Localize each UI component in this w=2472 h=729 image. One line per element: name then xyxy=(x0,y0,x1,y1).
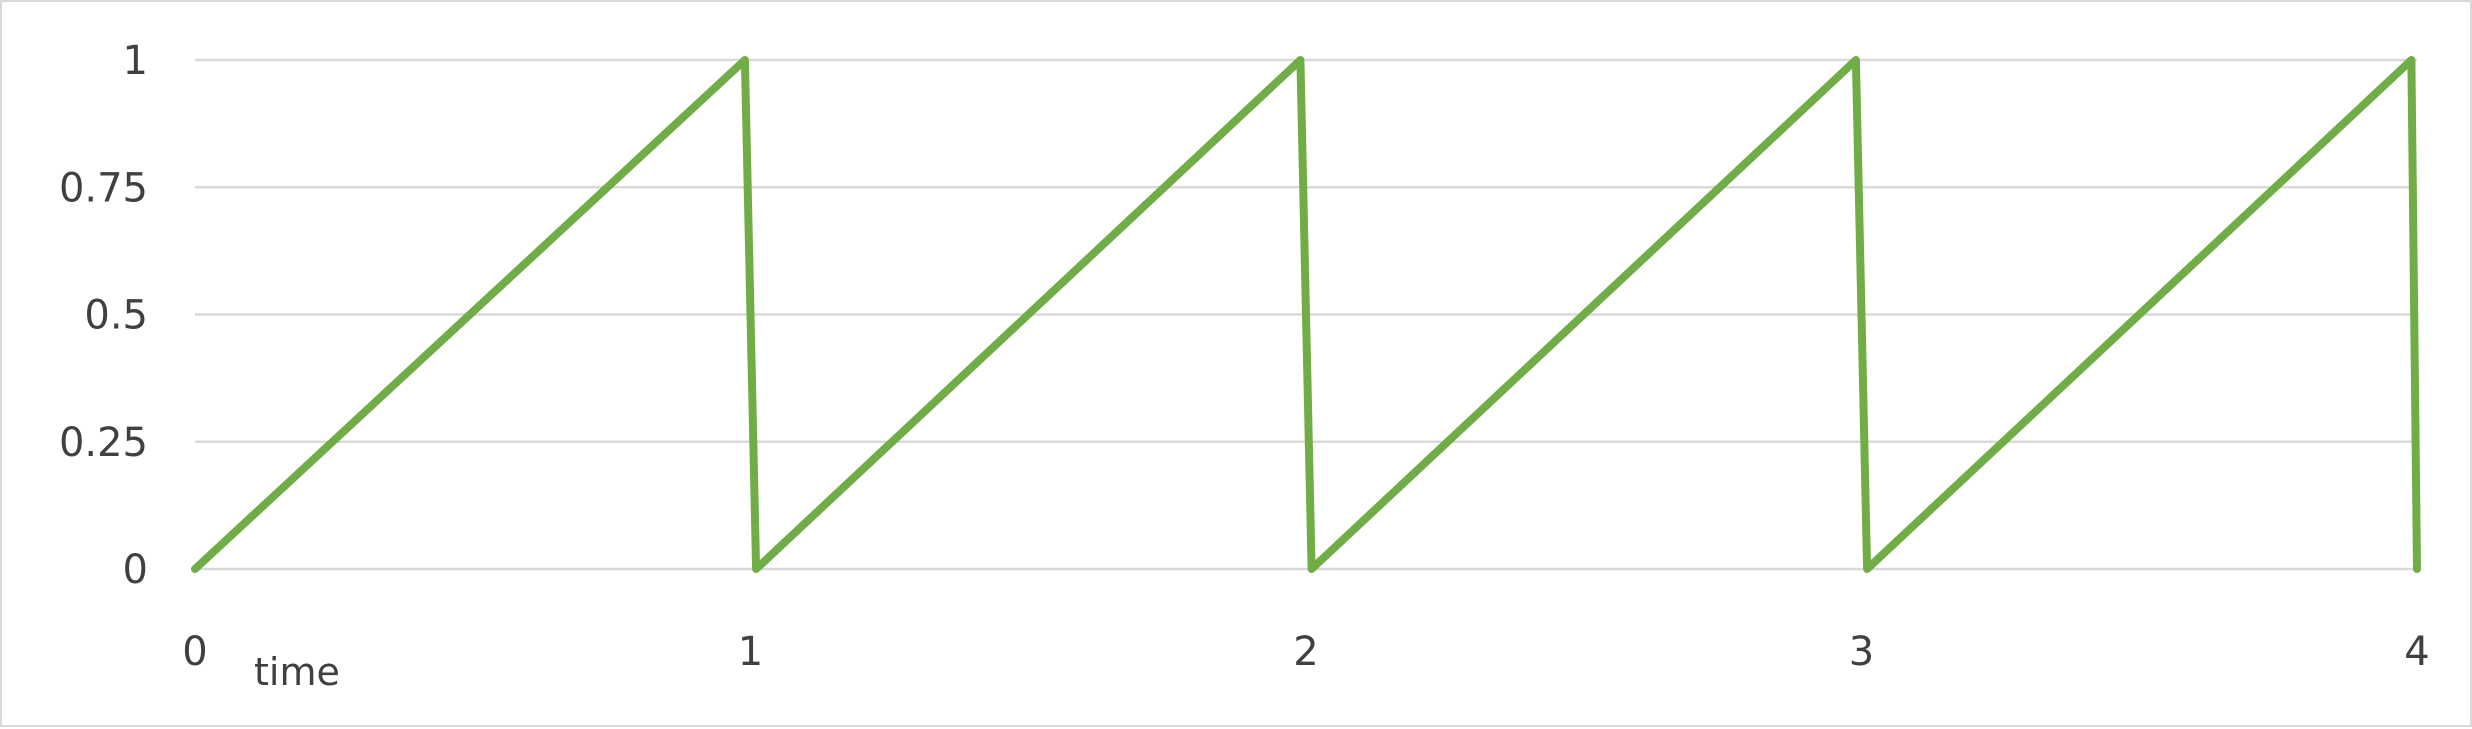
y-tick-label: 0.75 xyxy=(59,165,148,211)
x-axis-tick-labels: 0 1 2 3 4 xyxy=(182,629,2429,675)
y-tick-label: 0 xyxy=(123,547,148,593)
series-layer xyxy=(191,56,2421,573)
x-tick-label: 4 xyxy=(2404,629,2429,675)
y-tick-label: 0.25 xyxy=(59,420,148,466)
y-axis-tick-labels: 0 0.25 0.5 0.75 1 xyxy=(59,38,148,593)
x-axis-label: time xyxy=(254,650,340,694)
x-tick-label: 2 xyxy=(1293,629,1318,675)
y-tick-label: 1 xyxy=(123,38,148,84)
x-tick-label: 0 xyxy=(182,629,207,675)
series-line-0 xyxy=(191,56,2421,573)
x-tick-label: 3 xyxy=(1849,629,1874,675)
y-tick-label: 0.5 xyxy=(84,293,148,339)
x-tick-label: 1 xyxy=(738,629,763,675)
